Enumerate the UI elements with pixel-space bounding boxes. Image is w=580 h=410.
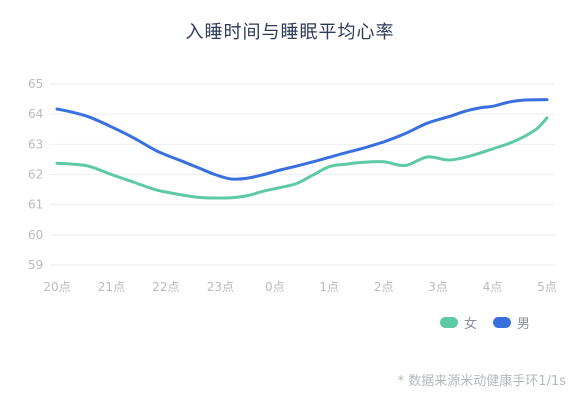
y-tick-label: 62 (28, 168, 43, 182)
series-line-female (55, 116, 549, 200)
x-tick-label: 21点 (98, 280, 125, 294)
x-tick-label: 23点 (207, 280, 234, 294)
legend-label-male: 男 (517, 317, 531, 332)
legend-swatch-male (493, 317, 512, 328)
legend-swatch-female (440, 317, 458, 328)
x-tick-label: 4点 (483, 280, 503, 294)
y-tick-label: 65 (28, 77, 43, 91)
chart-legend: 女 男 (440, 313, 540, 332)
x-tick-label: 0点 (265, 280, 285, 294)
data-source-footnote: * 数据来源米动健康手环1/1s (397, 374, 566, 389)
x-tick-label: 1点 (319, 280, 339, 294)
y-tick-label: 63 (28, 137, 43, 151)
legend-item-male[interactable]: 男 (493, 313, 530, 332)
y-tick-label: 60 (28, 228, 43, 242)
y-tick-label: 59 (28, 258, 43, 272)
x-tick-label: 2点 (374, 280, 394, 294)
legend-item-female[interactable]: 女 (440, 313, 477, 332)
x-tick-label: 3点 (428, 280, 448, 294)
y-tick-label: 61 (28, 198, 43, 212)
chart-title: 入睡时间与睡眠平均心率 (185, 22, 395, 43)
legend-label-female: 女 (464, 317, 478, 332)
x-tick-label: 22点 (152, 280, 179, 294)
series-line-male (55, 98, 549, 181)
x-tick-label: 5点 (537, 280, 557, 294)
y-tick-label: 64 (28, 107, 43, 121)
x-tick-label: 20点 (43, 280, 70, 294)
